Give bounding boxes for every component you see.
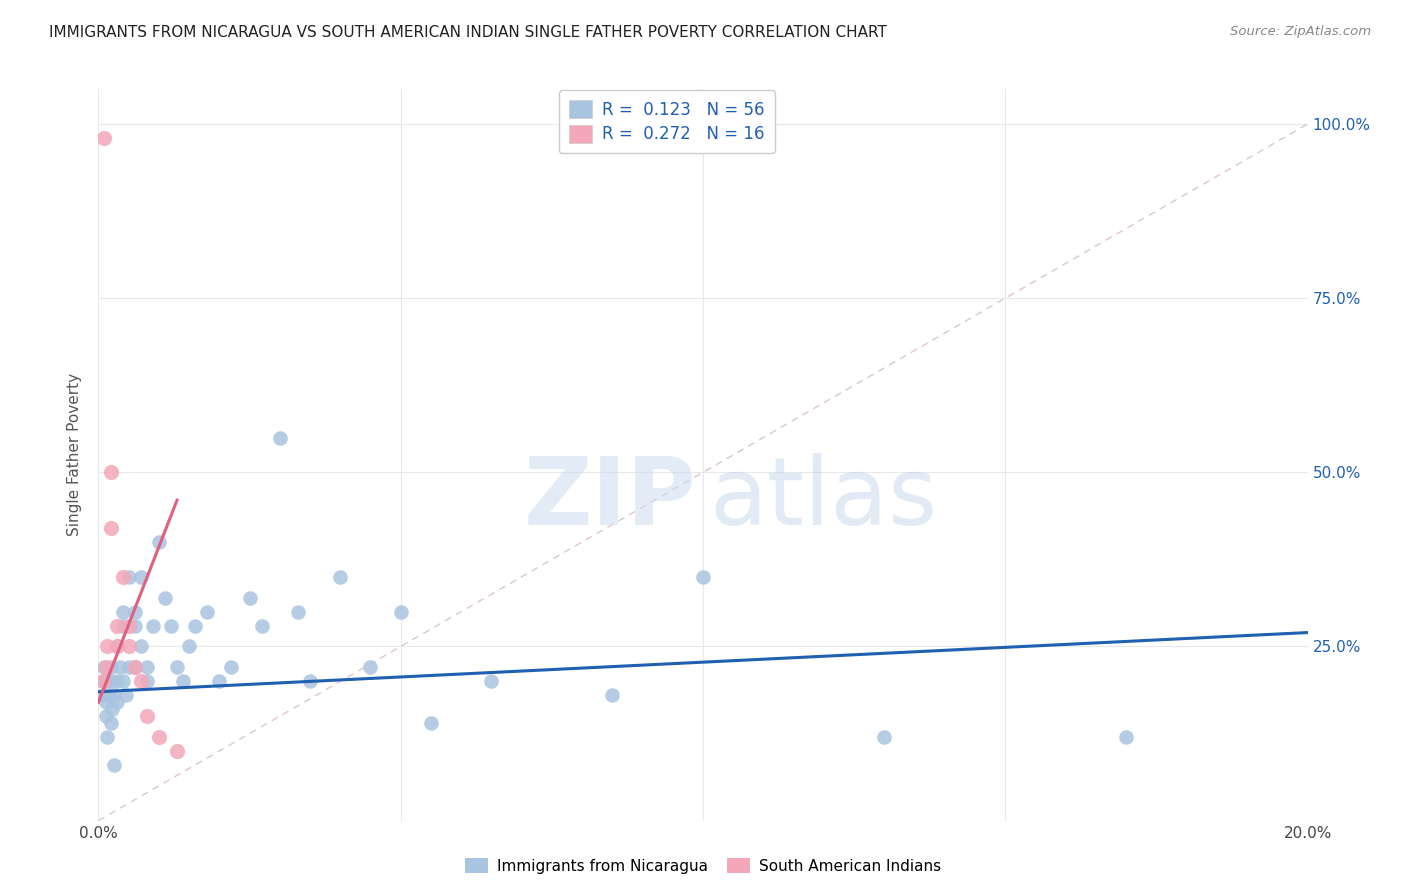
Point [96,640,118,654]
Point [105,674,128,689]
Point [153,591,176,605]
Point [118,640,141,654]
Point [208,674,231,689]
Point [105,640,128,654]
Text: atlas: atlas [709,453,938,545]
Point [114,688,136,702]
Text: IMMIGRANTS FROM NICARAGUA VS SOUTH AMERICAN INDIAN SINGLE FATHER POVERTY CORRELA: IMMIGRANTS FROM NICARAGUA VS SOUTH AMERI… [49,25,887,40]
Point [93,660,115,674]
Y-axis label: Single Father Poverty: Single Father Poverty [67,374,83,536]
Point [124,660,146,674]
Point [105,695,128,709]
Point [329,570,352,584]
Point [179,640,201,654]
Point [172,674,194,689]
Point [111,618,134,632]
Point [111,605,134,619]
Point [100,702,122,716]
Point [239,591,262,605]
Point [148,535,170,549]
Point [100,521,122,535]
Point [111,570,134,584]
Point [93,131,115,145]
Point [98,688,121,702]
Point [142,618,165,632]
Point [602,688,624,702]
Point [100,466,122,480]
Point [299,674,322,689]
Point [96,730,118,744]
Point [389,605,412,619]
Point [118,618,141,632]
Legend: Immigrants from Nicaragua, South American Indians: Immigrants from Nicaragua, South America… [460,852,946,880]
Point [91,674,114,689]
Point [195,605,218,619]
Text: Source: ZipAtlas.com: Source: ZipAtlas.com [1230,25,1371,38]
Point [1115,730,1137,744]
Point [166,744,188,758]
Point [135,674,157,689]
Point [129,640,152,654]
Point [250,618,273,632]
Point [105,640,128,654]
Point [103,758,125,772]
Point [103,688,125,702]
Point [111,674,134,689]
Point [420,716,443,731]
Text: ZIP: ZIP [524,453,697,545]
Point [184,618,207,632]
Point [124,618,146,632]
Point [93,674,115,689]
Point [873,730,896,744]
Point [94,660,117,674]
Point [100,716,122,731]
Point [129,674,152,689]
Point [692,570,714,584]
Point [96,695,118,709]
Point [135,660,157,674]
Point [360,660,382,674]
Point [118,660,141,674]
Point [118,570,141,584]
Point [160,618,183,632]
Point [100,674,122,689]
Point [287,605,309,619]
Point [129,570,152,584]
Point [100,660,122,674]
Point [135,709,157,723]
Point [96,674,118,689]
Point [108,660,131,674]
Point [124,605,146,619]
Point [91,688,114,702]
Point [148,730,170,744]
Point [269,430,291,444]
Point [124,660,146,674]
Point [221,660,243,674]
Point [105,618,128,632]
Point [481,674,503,689]
Point [166,660,188,674]
Point [94,709,117,723]
Legend: R =  0.123   N = 56, R =  0.272   N = 16: R = 0.123 N = 56, R = 0.272 N = 16 [558,90,775,153]
